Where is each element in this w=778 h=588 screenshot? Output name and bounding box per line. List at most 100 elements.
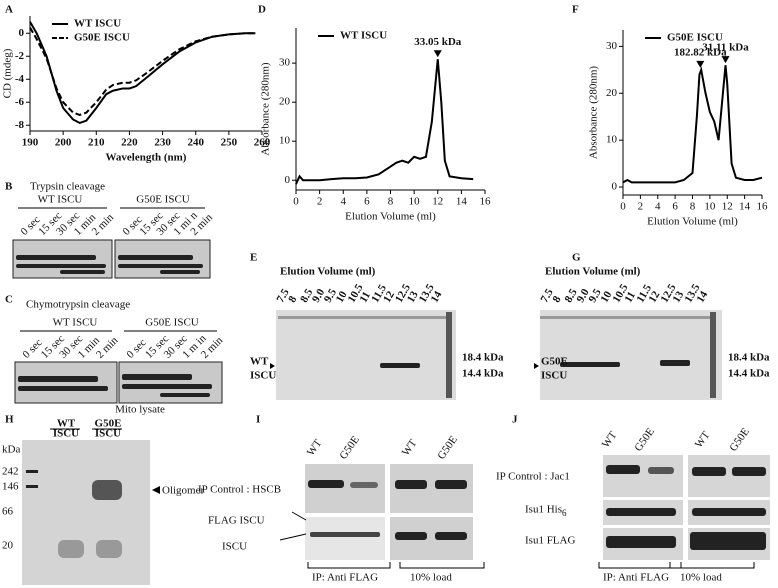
x-tick-label: 10 <box>704 201 716 213</box>
y-tick-label: 30 <box>279 57 291 69</box>
panel-letter: E <box>250 252 257 264</box>
x-tick-label: 12 <box>722 201 733 213</box>
panel-title: Mito lysate <box>115 404 165 416</box>
lane-label: 2 min <box>94 334 121 361</box>
x-tick-label: 200 <box>55 137 72 149</box>
data-line <box>622 65 763 184</box>
bracket <box>598 562 682 569</box>
bands <box>16 255 766 558</box>
column-label: G50E <box>727 426 752 454</box>
x-tick-label: 10 <box>409 196 421 208</box>
group-label: G50E ISCU <box>145 317 199 329</box>
lane-label: 11 <box>622 290 638 305</box>
row-label: IP Control : Jac1 <box>496 471 570 483</box>
data-line <box>29 21 256 125</box>
panel-letter: B <box>5 181 13 193</box>
column-label: WT <box>305 437 325 458</box>
row-label: FLAG ISCU <box>208 515 265 527</box>
panel-title: Elution Volume (ml) <box>545 266 641 278</box>
x-tick-label: 230 <box>154 137 171 149</box>
panel-letter: F <box>572 4 579 16</box>
x-tick-label: 6 <box>364 196 370 208</box>
row-label-sub: 6 <box>562 508 567 518</box>
marker-label: 18.4 kDa <box>728 352 770 364</box>
x-tick-label: 240 <box>187 137 204 149</box>
panel-letter: G <box>572 252 581 264</box>
column-label: G50E <box>337 434 362 462</box>
x-tick-label: 220 <box>121 137 138 149</box>
panel-letter: D <box>258 4 266 16</box>
x-tick-label: 210 <box>88 137 105 149</box>
panel-letter: J <box>512 414 518 426</box>
column-label: G50E <box>632 426 657 454</box>
group-label: G50E ISCU <box>136 194 190 206</box>
lane-label: 0 sec <box>124 337 148 361</box>
annotation-arrow <box>696 60 705 68</box>
legend-label: WT ISCU <box>340 30 387 42</box>
x-tick-label: 16 <box>757 201 769 213</box>
x-tick-label: 8 <box>388 196 394 208</box>
y-tick-label: -6 <box>15 96 25 108</box>
pointer <box>534 363 539 369</box>
bracket <box>307 562 391 569</box>
x-tick-label: 6 <box>672 201 678 213</box>
side-label: G50E <box>541 356 568 368</box>
group-label: G50E <box>95 418 122 430</box>
y-tick-label: 10 <box>606 134 618 146</box>
x-tick-label: 4 <box>341 196 347 208</box>
panel-letter: C <box>5 294 13 306</box>
lane-label: 8 <box>286 294 299 305</box>
pointer <box>152 486 160 494</box>
unit-label: kDa <box>2 444 20 456</box>
x-tick-label: 14 <box>739 201 751 213</box>
marker-label: 146 <box>2 481 19 493</box>
x-axis-label: Wavelength (nm) <box>106 152 187 164</box>
pointer <box>270 363 275 369</box>
y-tick-label: 30 <box>606 40 618 52</box>
y-tick-label: 20 <box>279 96 291 108</box>
row-label: ISCU <box>222 541 247 553</box>
blot <box>305 517 385 560</box>
footer-label: 10% load <box>680 572 722 584</box>
footer-label: IP: Anti FLAG <box>603 572 669 584</box>
annotation: 182.82 kDa <box>674 46 727 58</box>
lane-label: 0 sec <box>20 337 44 361</box>
annotation: 33.05 kDa <box>414 36 462 48</box>
side-label: WT <box>250 356 269 368</box>
x-tick-label: 190 <box>22 137 39 149</box>
group-label: WT ISCU <box>53 317 98 329</box>
x-tick-label: 0 <box>620 201 626 213</box>
gel <box>540 310 722 400</box>
data-line <box>295 59 474 185</box>
marker-label: 66 <box>2 506 14 518</box>
lane-label: 11 <box>357 290 373 305</box>
data-line <box>29 27 256 116</box>
marker-label: 18.4 kDa <box>462 352 504 364</box>
lane-label: 8 <box>550 294 563 305</box>
y-tick-label: 0 <box>612 181 618 193</box>
blot <box>603 455 683 497</box>
y-axis-label: CD (mdeg) <box>2 48 14 98</box>
gel <box>22 440 150 585</box>
panel-letter: I <box>256 414 260 426</box>
x-tick-label: 12 <box>432 196 443 208</box>
group-label: WT <box>57 418 76 430</box>
row-label: IP Control : HSCB <box>198 484 281 496</box>
panel-title: Trypsin cleavage <box>30 181 105 193</box>
x-axis-label: Elution Volume (ml) <box>345 211 436 223</box>
panel-letter: A <box>5 4 13 16</box>
gel <box>14 361 118 404</box>
x-tick-label: 14 <box>456 196 468 208</box>
side-label: ISCU <box>541 370 567 382</box>
annotation: Oligomer <box>162 485 204 497</box>
bracket <box>669 562 755 569</box>
y-axis-label: Absorbance (280nm) <box>588 66 600 160</box>
x-tick-label: 4 <box>655 201 661 213</box>
column-label: WT <box>400 437 420 458</box>
column-label: WT <box>693 429 713 450</box>
connector <box>279 511 307 541</box>
marker-label: 14.4 kDa <box>728 368 770 380</box>
x-tick-label: 250 <box>221 137 238 149</box>
y-tick-label: -8 <box>15 119 25 131</box>
